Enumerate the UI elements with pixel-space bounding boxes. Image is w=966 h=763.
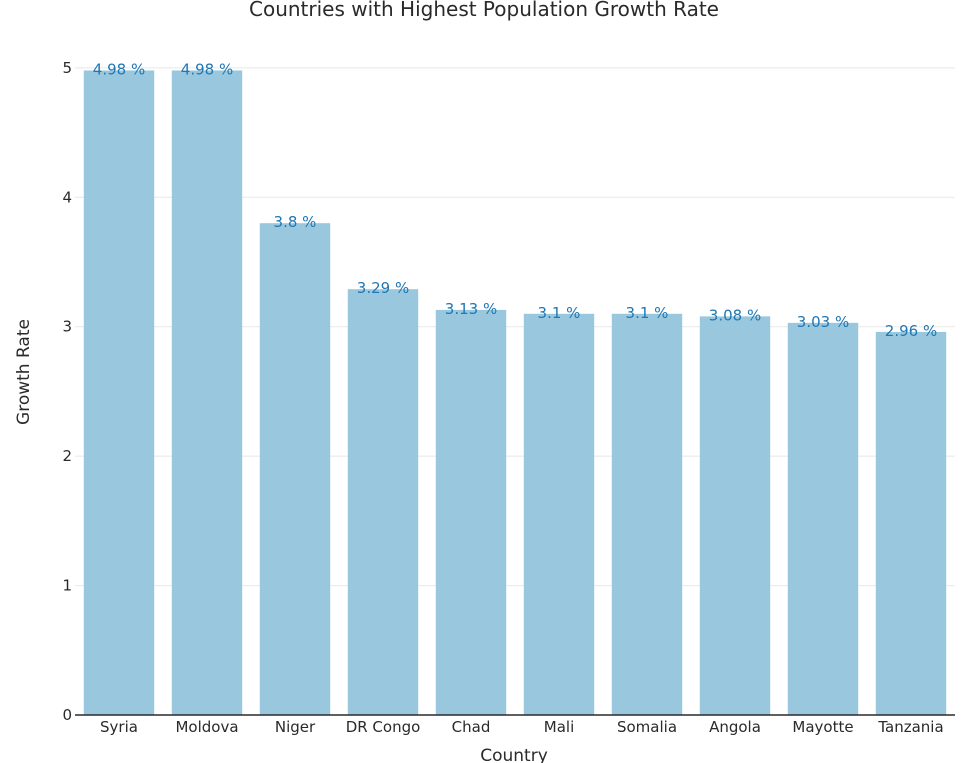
x-tick-label: Mali [544,718,574,736]
bar-data-label: 3.13 % [445,300,497,318]
bar-data-label: 2.96 % [885,322,937,340]
x-tick-label: Tanzania [877,718,943,736]
y-tick-label: 2 [62,447,72,465]
bar-data-label: 3.8 % [274,213,317,231]
bar [435,309,507,715]
chart-title: Countries with Highest Population Growth… [249,0,719,21]
bar [171,70,243,715]
bars [83,70,947,715]
x-axis-ticks: Syria Moldova Niger DR Congo Chad Mali Somalia… [100,718,944,736]
bar-data-labels: 4.98 % 4.98 % 3.8 % 3.29 % 3.13 % 3.1 % 3.1 % 3… [93,60,937,339]
bar-data-label: 4.98 % [93,60,145,78]
bar [699,316,771,715]
x-tick-label: Niger [275,718,316,736]
y-tick-label: 4 [62,188,72,206]
bar [611,313,683,715]
x-tick-label: DR Congo [346,718,421,736]
x-tick-label: Somalia [617,718,677,736]
x-tick-label: Syria [100,718,138,736]
bar [259,223,331,715]
y-tick-label: 5 [62,59,72,77]
x-axis-title: Country [480,746,548,763]
bar-data-label: 3.1 % [626,304,669,322]
bar [83,70,155,715]
x-tick-label: Angola [709,718,761,736]
bar-data-label: 3.29 % [357,279,409,297]
bar-data-label: 3.1 % [538,304,581,322]
y-tick-label: 1 [62,577,72,595]
bar-data-label: 3.03 % [797,313,849,331]
x-tick-label: Chad [452,718,491,736]
bar [875,331,947,715]
y-tick-label: 0 [62,706,72,724]
x-tick-label: Mayotte [792,718,853,736]
bar [347,289,419,715]
bar [787,322,859,715]
bar-data-label: 3.08 % [709,306,761,324]
y-axis-ticks: 0 1 2 3 4 5 [62,59,72,724]
x-tick-label: Moldova [175,718,238,736]
bar [523,313,595,715]
bar-data-label: 4.98 % [181,60,233,78]
y-axis-title: Growth Rate [14,319,34,425]
y-tick-label: 3 [62,318,72,336]
